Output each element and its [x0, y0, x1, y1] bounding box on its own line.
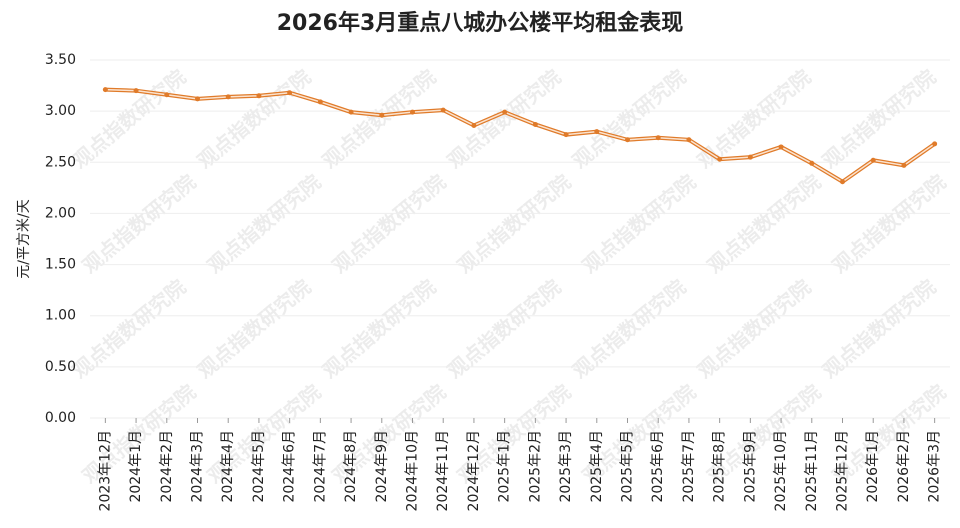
y-tick-label: 3.50 — [45, 52, 76, 68]
watermark: 观点指数研究院 — [78, 170, 201, 278]
point — [840, 179, 845, 185]
point — [747, 154, 753, 160]
point — [594, 129, 600, 135]
x-tick-label: 2023年12月 — [97, 430, 113, 511]
point — [809, 160, 815, 166]
x-tick-label: 2025年5月 — [620, 430, 636, 503]
point — [686, 137, 692, 143]
x-tick-label: 2024年9月 — [374, 430, 390, 503]
watermark: 观点指数研究院 — [703, 170, 826, 278]
point — [901, 162, 907, 168]
point — [225, 94, 231, 100]
watermark: 观点指数研究院 — [193, 65, 316, 173]
point — [379, 112, 385, 118]
point — [195, 96, 200, 102]
y-tick-label: 1.50 — [45, 257, 76, 273]
point — [287, 90, 293, 96]
point — [410, 109, 415, 115]
point — [102, 87, 108, 93]
point — [133, 88, 139, 94]
x-tick-label: 2024年11月 — [435, 430, 451, 511]
x-tick-label: 2024年10月 — [405, 430, 421, 511]
point — [164, 92, 170, 98]
y-tick-label: 0.50 — [45, 359, 76, 375]
x-tick-label: 2026年3月 — [927, 430, 943, 503]
watermark: 观点指数研究院 — [453, 170, 576, 278]
watermark: 观点指数研究院 — [568, 65, 691, 173]
watermark: 观点指数研究院 — [328, 170, 451, 278]
x-tick-label: 2024年3月 — [190, 430, 206, 503]
x-tick-label: 2025年11月 — [804, 430, 820, 511]
x-tick-label: 2025年3月 — [558, 430, 574, 503]
y-axis-label: 元/平方米/天 — [16, 199, 32, 278]
point — [655, 135, 661, 141]
x-tick-label: 2025年8月 — [712, 430, 728, 503]
watermark: 观点指数研究院 — [828, 170, 951, 278]
x-tick-label: 2025年9月 — [742, 430, 758, 503]
x-tick-label: 2024年6月 — [282, 430, 298, 503]
x-tick-label: 2024年2月 — [159, 430, 175, 503]
x-tick-label: 2025年2月 — [527, 430, 543, 503]
x-tick-label: 2025年12月 — [835, 430, 851, 511]
point — [440, 107, 446, 113]
y-tick-label: 1.00 — [45, 308, 76, 324]
x-tick-label: 2024年8月 — [343, 430, 359, 503]
x-tick-label: 2025年10月 — [773, 430, 789, 511]
watermark: 观点指数研究院 — [68, 65, 191, 173]
point — [563, 132, 569, 138]
watermark: 观点指数研究院 — [818, 65, 941, 173]
x-tick-label: 2024年7月 — [312, 430, 328, 503]
point — [625, 137, 630, 143]
x-tick-label: 2025年7月 — [681, 430, 697, 503]
point — [532, 121, 538, 127]
x-tick-label: 2024年1月 — [128, 430, 144, 503]
chart-title: 2026年3月重点八城办公楼平均租金表现 — [277, 10, 684, 36]
x-tick-label: 2025年6月 — [650, 430, 666, 503]
point — [778, 144, 784, 150]
point — [317, 99, 323, 105]
point — [348, 109, 354, 115]
watermark: 观点指数研究院 — [318, 65, 441, 173]
y-tick-label: 2.00 — [45, 205, 76, 221]
point — [870, 157, 876, 163]
point — [717, 156, 723, 162]
point — [502, 109, 508, 115]
y-tick-label: 3.00 — [45, 103, 76, 119]
x-tick-label: 2025年4月 — [589, 430, 605, 503]
x-tick-label: 2024年12月 — [466, 430, 482, 511]
x-tick-label: 2024年4月 — [220, 430, 236, 503]
x-tick-label: 2026年2月 — [896, 430, 912, 503]
watermark: 观点指数研究院 — [203, 170, 326, 278]
point — [932, 141, 938, 147]
line — [105, 88, 936, 183]
x-tick-label: 2026年1月 — [865, 430, 881, 503]
x-tick-label: 2025年1月 — [497, 430, 513, 503]
point — [256, 93, 262, 99]
x-tick-label: 2024年5月 — [251, 430, 267, 503]
watermark: 观点指数研究院 — [578, 170, 701, 278]
point — [471, 122, 477, 128]
y-tick-label: 2.50 — [45, 154, 76, 170]
y-tick-label: 0.00 — [45, 410, 76, 426]
